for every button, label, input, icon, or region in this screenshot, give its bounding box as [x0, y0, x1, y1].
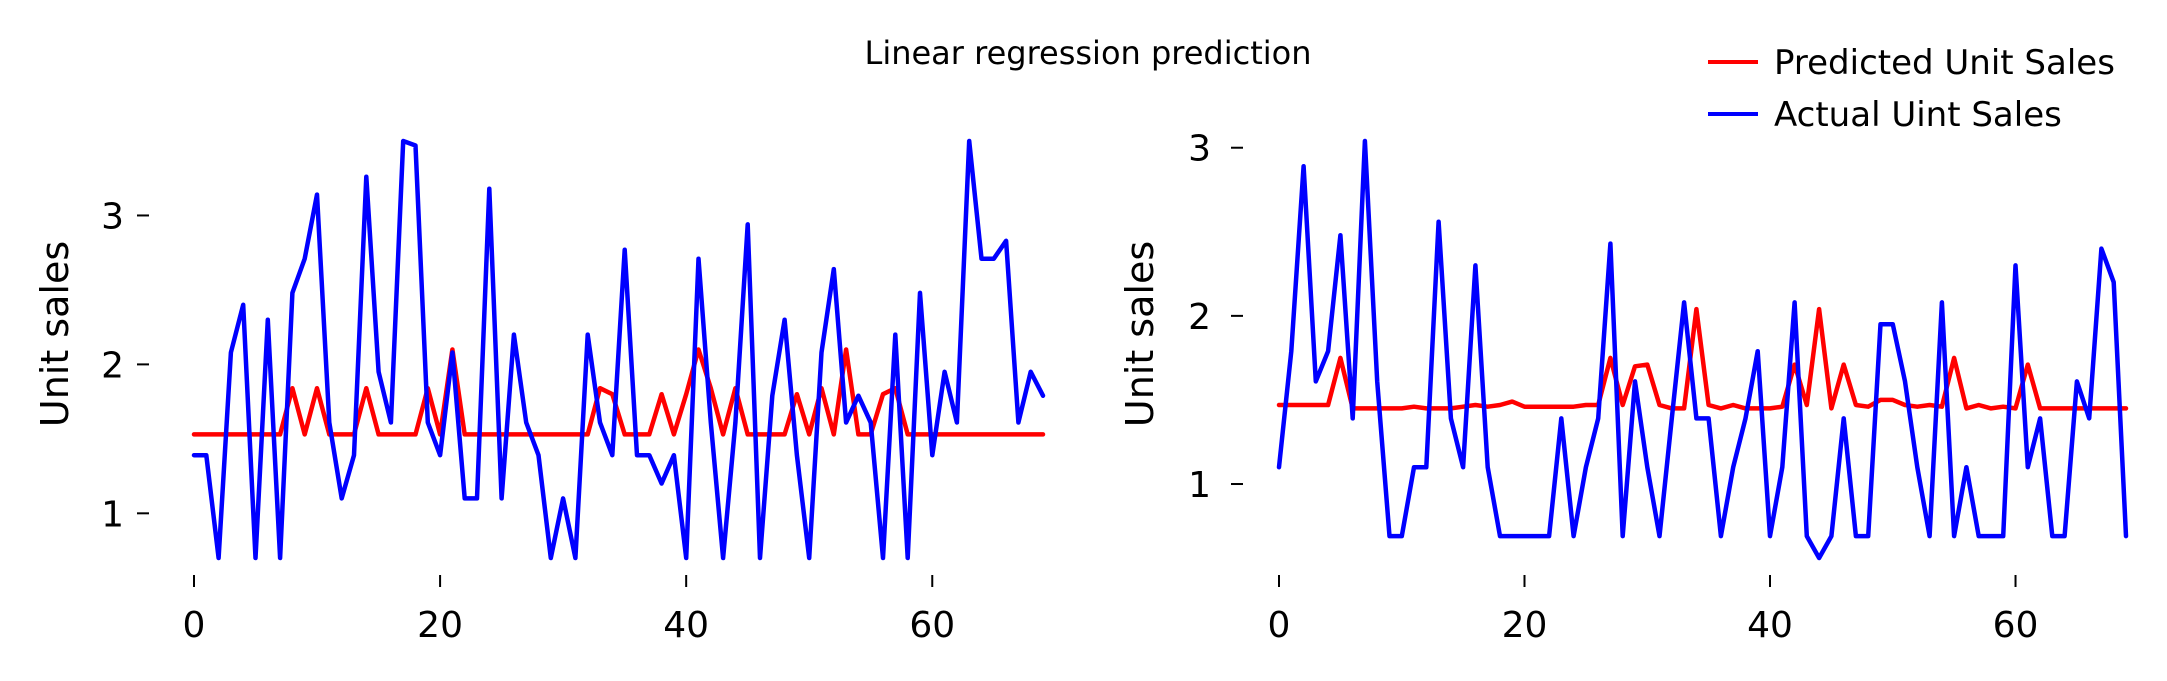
right-series-lines [1276, 138, 2129, 561]
left-y-axis-label: Unit sales [33, 241, 77, 427]
legend-label-actual: Actual Uint Sales [1774, 95, 2062, 135]
left-x-tick-label: 40 [663, 605, 709, 646]
right-x-ticks: 0 20 40 60 [1268, 575, 2039, 646]
right-x-tick-label: 20 [1502, 605, 1548, 646]
left-y-tick-label: 3 [101, 196, 124, 237]
right-y-tick-label: 3 [1188, 129, 1211, 170]
right-x-tick-label: 0 [1268, 605, 1291, 646]
left-actual-line [191, 138, 1046, 561]
chart-title: Linear regression prediction [864, 34, 1311, 72]
right-y-tick-label: 1 [1188, 465, 1211, 506]
left-y-tick-label: 1 [101, 494, 124, 535]
left-y-tick-label: 2 [101, 345, 124, 386]
right-y-tick-label: 2 [1188, 297, 1211, 338]
right-plot: Unit sales 0 20 40 60 1 2 3 [1118, 129, 2129, 646]
right-predicted-line [1276, 306, 2129, 411]
right-y-axis-label: Unit sales [1118, 241, 1162, 427]
right-actual-line [1276, 138, 2129, 561]
right-y-ticks: 1 2 3 [1188, 129, 1243, 506]
left-x-ticks: 0 20 40 60 [183, 575, 955, 646]
legend-label-predicted: Predicted Unit Sales [1774, 43, 2115, 83]
right-x-tick-label: 40 [1747, 605, 1793, 646]
left-x-tick-label: 20 [417, 605, 463, 646]
left-x-tick-label: 0 [183, 605, 206, 646]
legend: Predicted Unit Sales Actual Uint Sales [1708, 43, 2115, 135]
left-plot: Unit sales 0 20 40 60 1 2 3 [33, 138, 1046, 646]
right-x-tick-label: 60 [1993, 605, 2039, 646]
left-y-ticks: 1 2 3 [101, 196, 149, 535]
left-x-tick-label: 60 [909, 605, 955, 646]
left-series-lines [191, 138, 1046, 561]
